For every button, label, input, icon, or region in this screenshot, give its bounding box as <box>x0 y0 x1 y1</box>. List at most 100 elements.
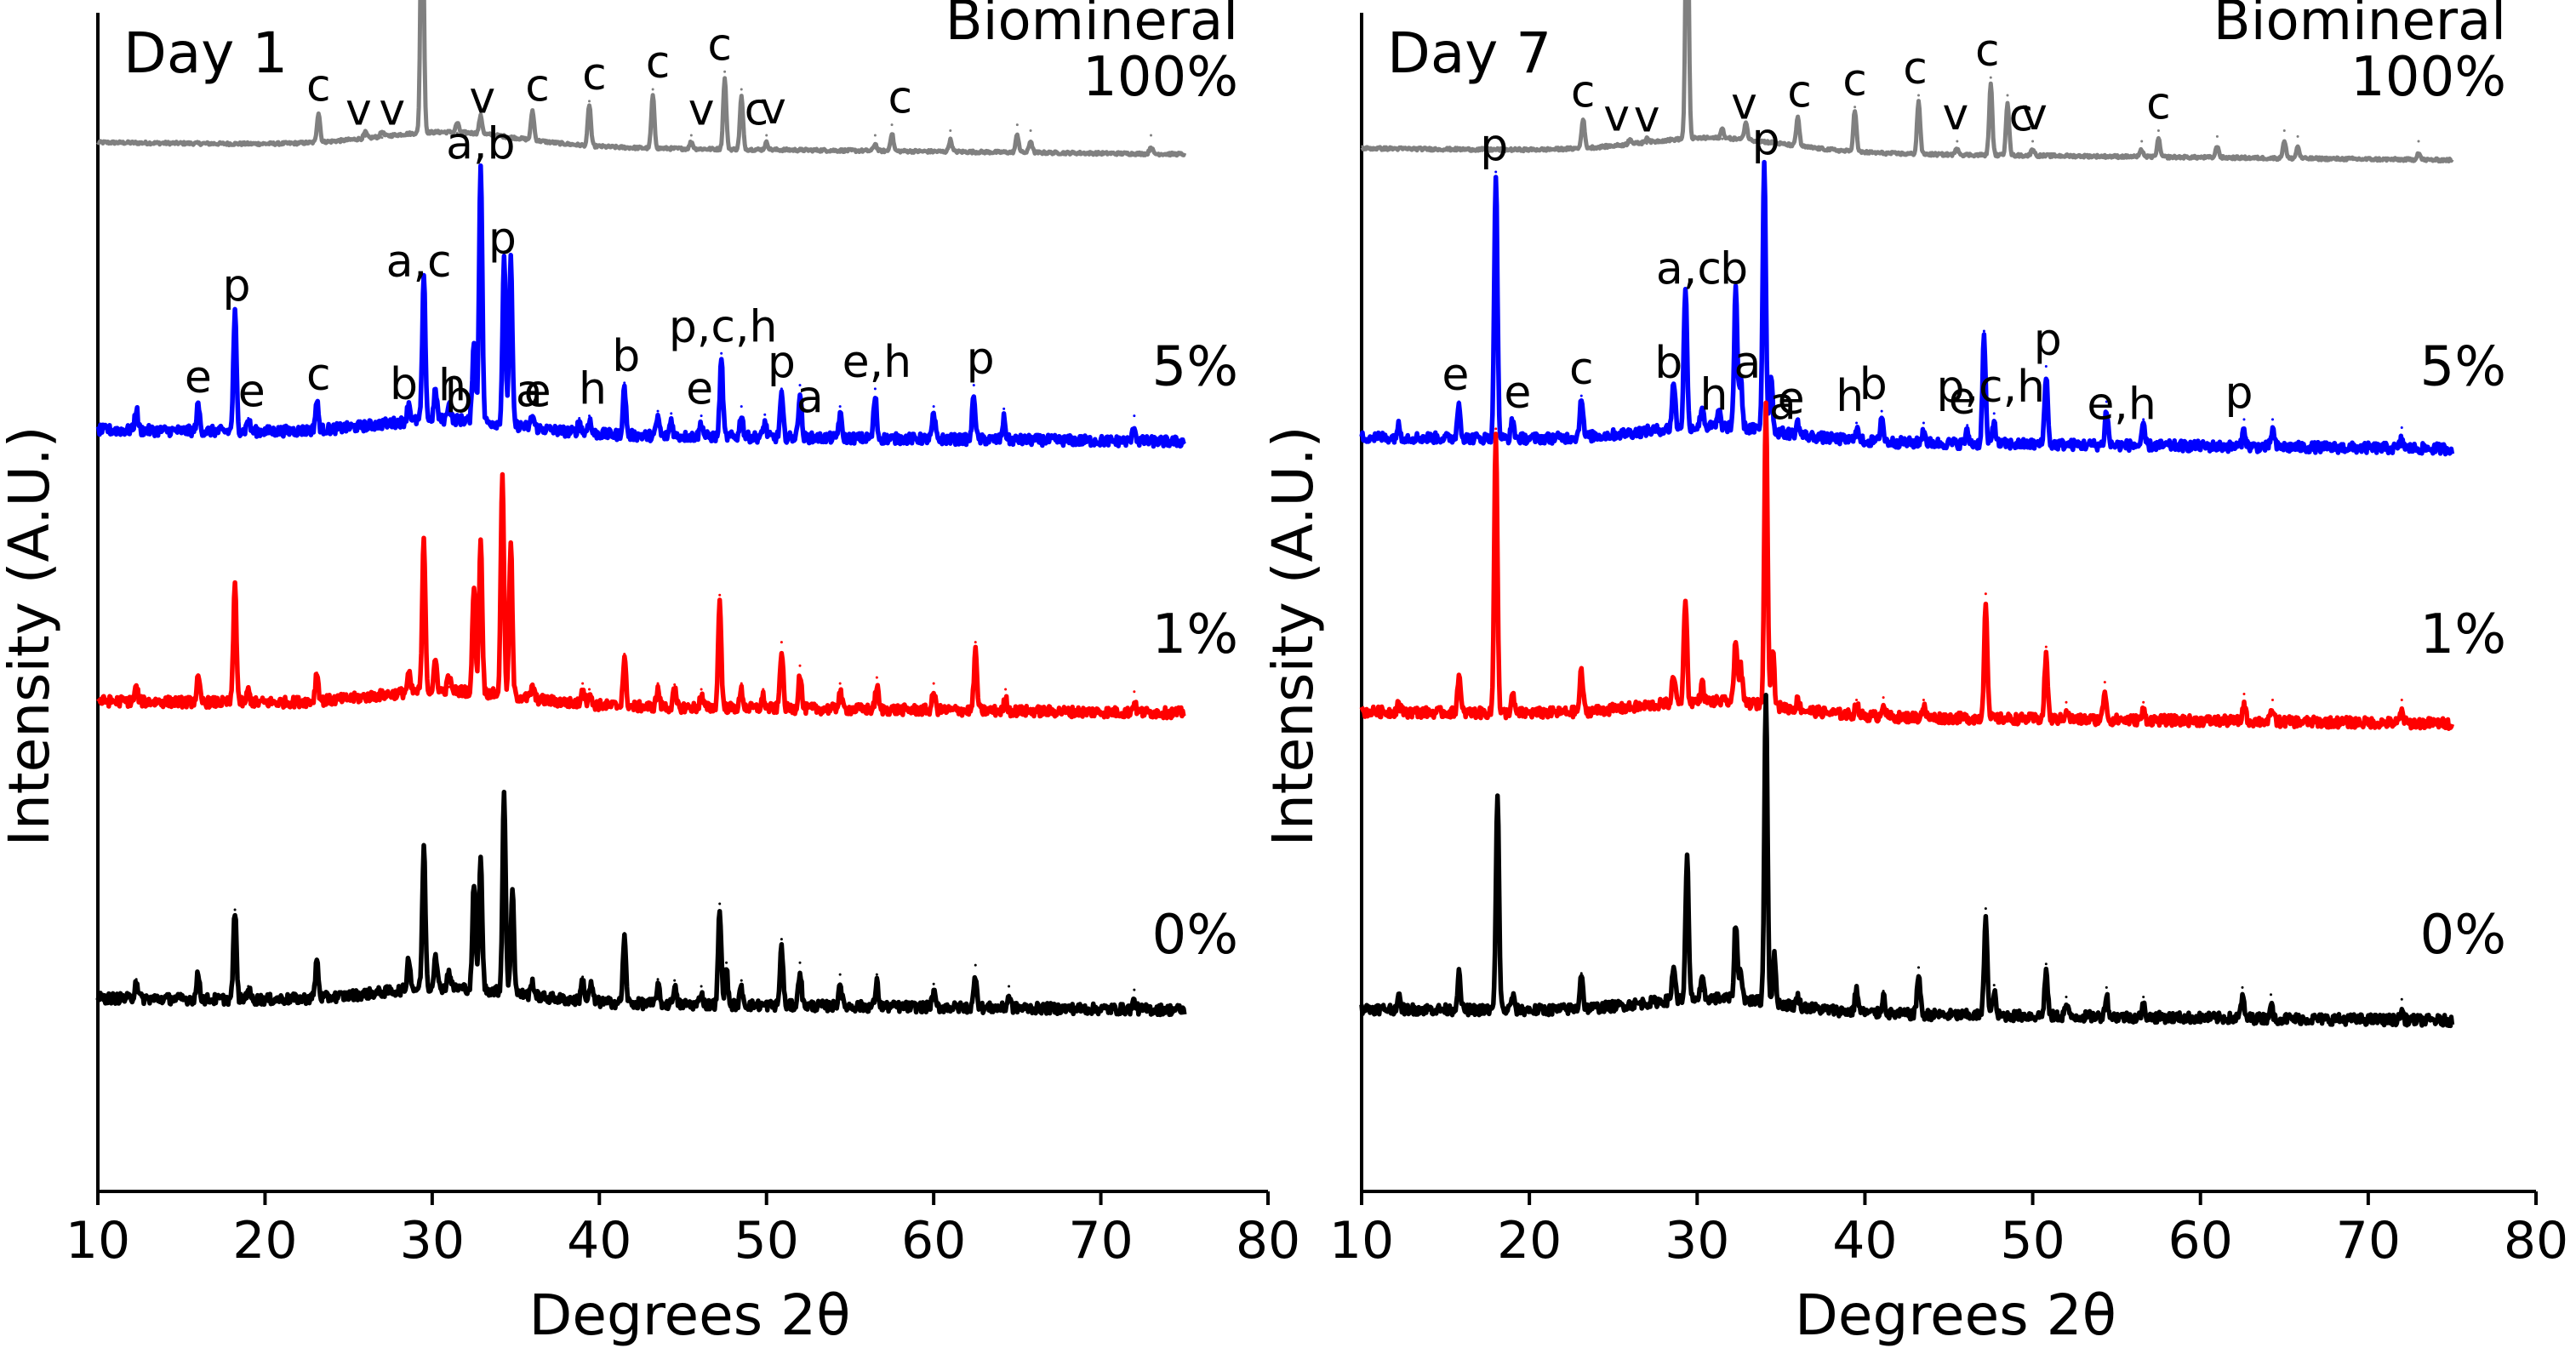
peak-label: e <box>1778 374 1805 425</box>
peak-point <box>1734 294 1738 297</box>
peak-point <box>588 414 591 418</box>
peak-point <box>1734 645 1738 648</box>
panel-title: Day 7 <box>1387 20 1551 86</box>
peak-point <box>2241 985 2244 989</box>
peak-point <box>2400 698 2403 701</box>
peak-point <box>448 411 450 414</box>
peak-point <box>949 129 952 132</box>
peak-point <box>1494 170 1498 174</box>
peak-point <box>1739 675 1743 678</box>
peak-point <box>1769 376 1773 380</box>
peak-point <box>1133 988 1136 991</box>
peak-point <box>656 978 660 981</box>
peak-point <box>2142 995 2145 998</box>
peak-point <box>700 414 703 418</box>
peak-point <box>1855 421 1859 425</box>
peak-point <box>1579 394 1583 397</box>
peak-point <box>233 581 237 585</box>
x-tick-label: 50 <box>734 1211 799 1271</box>
peak-point <box>1855 698 1859 701</box>
peak-point <box>1982 329 1985 333</box>
peak-point <box>2156 129 2160 132</box>
peak-point <box>1015 123 1019 127</box>
peak-label: b <box>390 359 418 410</box>
peak-point <box>700 985 703 988</box>
peak-point <box>1700 990 1704 993</box>
peak-label: a <box>516 366 543 417</box>
peak-label: e,h <box>2087 380 2156 431</box>
peak-point <box>455 131 459 134</box>
series-0pct: 0% <box>95 789 1238 1018</box>
peak-point <box>1002 407 1006 410</box>
peak-label: b <box>1654 338 1682 389</box>
peak-label: h <box>438 361 466 412</box>
series-label: Biomineral <box>945 0 1238 53</box>
peak-point <box>2044 365 2048 368</box>
peak-point <box>380 136 384 140</box>
peak-point <box>502 263 505 266</box>
peak-point <box>673 683 677 686</box>
peak-point <box>838 682 842 685</box>
peak-point <box>932 982 935 985</box>
x-axis-title: Degrees 2θ <box>529 1282 851 1348</box>
peak-point <box>134 407 138 410</box>
peak-point <box>875 676 878 679</box>
peak-point <box>2105 985 2108 989</box>
peak-point <box>1966 424 1969 427</box>
x-tick-label: 50 <box>2000 1211 2065 1271</box>
peak-point <box>434 670 437 673</box>
x-tick-label: 70 <box>2336 1211 2401 1271</box>
peak-label: a <box>1769 380 1796 431</box>
peak-label: v <box>1603 90 1630 141</box>
peak-point <box>1457 672 1460 676</box>
peak-point <box>434 399 437 403</box>
peak-point <box>479 123 483 127</box>
peak-point <box>780 387 783 391</box>
peak-label: p <box>967 334 995 385</box>
peak-label: p <box>1480 120 1508 171</box>
peak-point <box>2065 995 2068 998</box>
peak-label: p <box>768 337 796 388</box>
peak-point <box>479 546 483 550</box>
peak-point <box>2044 645 2048 648</box>
peak-point <box>623 381 626 385</box>
peak-point <box>589 979 592 982</box>
peak-label: b <box>1720 243 1748 294</box>
peak-point <box>134 685 138 688</box>
peak-point <box>448 979 450 982</box>
peak-point <box>479 867 483 871</box>
peak-label: h <box>1836 371 1864 422</box>
peak-point <box>723 70 727 73</box>
series-line-biomineral <box>1360 0 2454 164</box>
series-label: 1% <box>2419 603 2506 666</box>
x-tick-label: 40 <box>1832 1211 1897 1271</box>
peak-point <box>578 416 581 420</box>
peak-point <box>1796 117 1800 121</box>
peak-point <box>2242 418 2246 421</box>
peak-point <box>1744 129 1747 132</box>
peak-point <box>974 641 977 644</box>
series-label: Biomineral <box>2213 0 2506 53</box>
series-label: 5% <box>1151 336 1238 399</box>
series-label: 5% <box>2419 336 2506 399</box>
peak-point <box>315 671 318 675</box>
peak-point <box>2215 134 2219 138</box>
peak-point <box>1511 693 1514 696</box>
peak-label: a,c <box>386 237 452 288</box>
series-line-1pct <box>96 471 1186 721</box>
peak-point <box>1496 795 1499 798</box>
x-tick-label: 30 <box>400 1211 465 1271</box>
peak-point <box>531 111 534 115</box>
peak-point <box>2140 140 2144 143</box>
peak-point <box>407 681 410 684</box>
day-7-panel: 10 20 30 40 50 60 70 80 Degrees 2θ Intensity (A.U… <box>1260 0 2568 1348</box>
peak-label: p,c,h <box>1936 362 2045 413</box>
peak-label: c <box>525 61 550 112</box>
peak-point <box>1984 907 1987 911</box>
peak-label: e <box>1949 374 1976 425</box>
x-tick-label: 80 <box>1236 1211 1300 1271</box>
